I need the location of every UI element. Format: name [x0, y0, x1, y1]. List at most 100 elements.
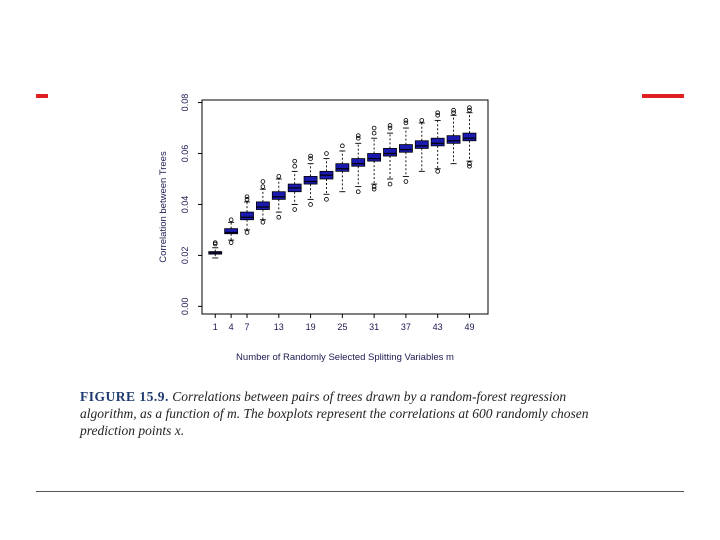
outlier-point [308, 153, 313, 159]
outlier-point [419, 118, 425, 123]
bottom-divider [36, 491, 684, 492]
y-tick-label: 0.00 [180, 298, 190, 316]
box-iqr [303, 176, 318, 185]
outlier-point [435, 169, 440, 174]
box-group-19 [303, 153, 318, 207]
outlier-point [403, 120, 409, 126]
outlier-point [403, 179, 409, 184]
outlier-point [260, 179, 266, 184]
outlier-point [244, 230, 250, 235]
box-group-37 [399, 118, 413, 184]
outlier-point [228, 217, 234, 223]
box-iqr [271, 191, 286, 200]
outlier-point [371, 130, 377, 136]
outlier-point [467, 161, 472, 166]
y-axis-label: Correlation between Trees [158, 151, 169, 263]
box-iqr [367, 153, 382, 162]
box-group-28 [351, 133, 366, 195]
outlier-point [387, 125, 393, 131]
y-axis: 0.00 0.02 0.04 0.06 0.08 [180, 94, 202, 315]
outlier-point [324, 197, 329, 202]
outlier-point [355, 135, 361, 141]
outlier-point [244, 197, 250, 202]
box-group-16 [287, 158, 302, 212]
box-group-43 [430, 110, 445, 174]
box-iqr [430, 137, 445, 147]
box-group-40 [414, 118, 429, 172]
figure-label: FIGURE 15.9. [80, 389, 169, 404]
box-iqr [224, 228, 239, 235]
box-iqr [351, 158, 366, 167]
boxes-layer [208, 105, 477, 259]
outlier-point [435, 110, 440, 116]
outlier-point [355, 189, 361, 195]
outlier-point [260, 184, 266, 189]
x-tick-label: 37 [401, 322, 411, 332]
outlier-point [308, 156, 313, 161]
box-iqr [446, 135, 461, 144]
outlier-point [308, 202, 313, 207]
box-iqr [256, 201, 270, 210]
outlier-point [371, 184, 377, 189]
box-group-46 [446, 107, 461, 165]
outlier-point [451, 110, 456, 116]
outlier-point [292, 163, 297, 169]
box-iqr [414, 140, 429, 149]
outlier-point [228, 240, 234, 245]
box-group-49 [462, 105, 477, 169]
plot-frame [201, 99, 489, 315]
outlier-point [403, 118, 409, 123]
box-group-34 [383, 123, 397, 187]
box-group-22 [319, 151, 334, 202]
y-tick-label: 0.06 [180, 145, 190, 163]
outlier-point [467, 163, 472, 169]
box-group-31 [367, 125, 382, 192]
outlier-point [292, 158, 297, 164]
box-iqr [240, 211, 254, 221]
outlier-point [355, 133, 361, 138]
outlier-point [292, 207, 297, 212]
x-tick-label: 13 [274, 322, 284, 332]
x-tick-label: 19 [306, 322, 316, 332]
x-tick-label: 49 [464, 322, 474, 332]
outlier-point [340, 143, 345, 149]
outlier-point [387, 123, 393, 128]
box-group-1 [208, 240, 223, 259]
accent-bar-left [36, 94, 48, 98]
y-tick-label: 0.08 [180, 94, 190, 112]
x-tick-label: 1 [213, 322, 218, 332]
outlier-point [371, 125, 377, 131]
box-group-10 [256, 179, 270, 225]
outlier-point [260, 219, 266, 225]
outlier-point [467, 107, 472, 113]
x-tick-label: 4 [229, 322, 234, 332]
outlier-point [451, 107, 456, 113]
y-tick-label: 0.04 [180, 196, 190, 214]
boxplot-chart: 0.00 0.02 0.04 0.06 0.08 1 4 7 13 19 25 31 37 43 49 C… [158, 94, 489, 363]
box-group-4 [224, 217, 239, 245]
outlier-point [324, 151, 329, 156]
box-iqr [383, 148, 397, 157]
outlier-point [435, 112, 440, 118]
y-tick-label: 0.02 [180, 247, 190, 265]
outlier-point [276, 174, 282, 179]
outlier-point [371, 186, 377, 192]
x-axis-label: Number of Randomly Selected Splitting Va… [236, 352, 454, 363]
x-tick-label: 25 [337, 322, 347, 332]
box-iqr [335, 163, 350, 172]
outlier-point [387, 181, 393, 187]
accent-bar-right [642, 94, 684, 98]
box-group-13 [271, 174, 286, 220]
outlier-point [467, 105, 472, 110]
box-group-25 [335, 143, 350, 193]
x-tick-label: 43 [433, 322, 443, 332]
box-iqr [462, 132, 477, 142]
outlier-point [212, 240, 218, 245]
x-tick-label: 7 [245, 322, 250, 332]
outlier-point [244, 194, 250, 200]
figure-caption: FIGURE 15.9. Correlations between pairs … [80, 388, 620, 439]
outlier-point [276, 214, 282, 220]
box-iqr [399, 144, 413, 153]
figure-caption-text: Correlations between pairs of trees draw… [80, 389, 589, 438]
x-axis: 1 4 7 13 19 25 31 37 43 49 [213, 314, 474, 332]
